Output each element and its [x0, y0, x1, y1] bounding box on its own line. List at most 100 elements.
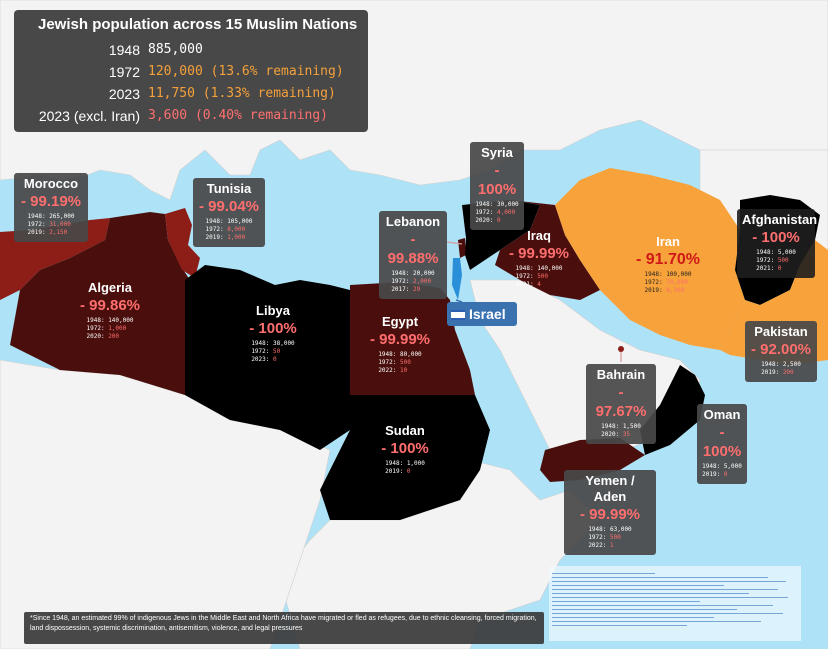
stat-year: 1948:	[761, 361, 783, 368]
stat-value: 29	[413, 286, 421, 293]
stat-line: 1972: 1,000	[87, 325, 134, 333]
summary-row: 2023 (excl. Iran) 3,600 (0.40% remaining)	[24, 105, 358, 127]
country-label-iran: Iran - 91.70% 1948: 100,000 1972: 70,000 2…	[628, 234, 708, 297]
country-name: Afghanistan	[742, 212, 818, 227]
country-name: Tunisia	[206, 181, 252, 196]
stat-value: 500	[537, 273, 549, 280]
stat-year: 2019:	[644, 287, 667, 294]
stat-value: 4,000	[497, 209, 516, 216]
tunisia-shape	[165, 208, 200, 278]
stat-line: 2019: 8,300	[645, 287, 692, 295]
country-pct: - 99.88%	[387, 231, 439, 267]
stat-line: 1972: 4,000	[475, 209, 518, 217]
stat-year: 2017:	[391, 286, 413, 293]
stat-value: 0	[406, 468, 411, 475]
stat-value: 0	[497, 217, 501, 224]
country-name: Libya	[256, 303, 290, 318]
country-pct: - 99.86%	[79, 297, 141, 314]
country-label-bahrain: Bahrain - 97.67% 1948: 1,500 2020: 35	[586, 364, 656, 444]
stat-year: 2022:	[588, 542, 610, 549]
summary-panel: Jewish population across 15 Muslim Natio…	[14, 10, 368, 132]
stat-line: 2019: 2,150	[28, 229, 75, 237]
stat-line: 2021: 0	[756, 265, 796, 273]
stat-line: 2022: 10	[378, 367, 421, 375]
country-stats: 1948: 5,000 2019: 0	[702, 463, 742, 479]
country-name: Algeria	[87, 280, 133, 295]
israel-flag-icon	[451, 310, 465, 321]
footnote: *Since 1948, an estimated 99% of indigen…	[24, 612, 544, 644]
stat-line: 2020: 35	[601, 431, 641, 439]
country-pct: - 99.04%	[198, 198, 260, 215]
stat-value: 1,000	[406, 460, 425, 467]
country-label-syria: Syria - 100% 1948: 30,000 1972: 4,000 2020…	[470, 142, 524, 230]
country-label-lebanon: Lebanon - 99.88% 1948: 20,000 1972: 2,000…	[379, 211, 447, 299]
stat-year: 1972:	[86, 325, 109, 332]
country-stats: 1948: 80,000 1972: 500 2022: 10	[378, 351, 421, 375]
country-pct: - 97.67%	[595, 384, 647, 420]
stat-value: 0	[777, 265, 782, 272]
stat-line: 2019: 0	[385, 468, 425, 476]
country-pct: - 91.70%	[635, 251, 701, 268]
stat-value: 4	[537, 281, 541, 288]
stat-line: 1948: 5,000	[702, 463, 742, 471]
stat-value: 2,500	[782, 361, 801, 368]
country-pct: - 99.19%	[20, 193, 82, 210]
stat-line: 1948: 63,000	[588, 526, 631, 534]
stat-value: 30,000	[497, 201, 519, 208]
stat-line: 1948: 80,000	[378, 351, 421, 359]
summary-value: 3,600 (0.40% remaining)	[148, 108, 329, 123]
stat-year: 2023:	[251, 356, 273, 363]
stat-line: 1972: 500	[378, 359, 421, 367]
stat-year: 1972:	[475, 209, 497, 216]
country-name: Lebanon	[385, 214, 441, 229]
stat-value: 100,000	[666, 271, 692, 278]
stat-value: 500	[777, 257, 789, 264]
stat-year: 1972:	[391, 278, 413, 285]
stat-line: 1948: 265,000	[28, 213, 75, 221]
stat-value: 70,000	[666, 279, 688, 286]
summary-year: 1948	[108, 42, 140, 58]
country-label-algeria: Algeria - 99.86% 1948: 140,000 1972: 1,00…	[70, 280, 150, 343]
stat-year: 2020:	[475, 217, 497, 224]
country-stats: 1948: 100,000 1972: 70,000 2019: 8,300	[645, 271, 692, 295]
stat-year: 1948:	[251, 340, 273, 347]
country-stats: 1948: 5,000 1972: 500 2021: 0	[756, 249, 796, 273]
stat-line: 1972: 500	[516, 273, 563, 281]
stat-value: 140,000	[108, 317, 134, 324]
oman-shape	[640, 365, 705, 455]
stat-line: 1972: 500	[588, 534, 631, 542]
stat-line: 1972: 50	[251, 348, 294, 356]
country-label-yemen: Yemen / Aden - 99.99% 1948: 63,000 1972: …	[564, 470, 656, 555]
stat-year: 2022:	[378, 367, 400, 374]
stat-value: 2,000	[413, 278, 432, 285]
summary-value: 11,750 (1.33% remaining)	[148, 86, 336, 101]
stat-line: 2017: 29	[391, 286, 434, 294]
stat-value: 5,000	[723, 463, 742, 470]
country-pct: - 100%	[477, 162, 517, 198]
stat-value: 500	[610, 534, 621, 541]
country-label-iraq: Iraq - 99.99% 1948: 140,000 1972: 500 2021…	[504, 228, 574, 291]
country-stats: 1948: 38,000 1972: 50 2023: 0	[251, 340, 294, 364]
stat-year: 1972:	[205, 226, 228, 233]
stat-line: 2019: 200	[761, 369, 801, 377]
stat-year: 1948:	[391, 270, 413, 277]
israel-connector	[455, 299, 463, 303]
israel-label: Israel	[447, 302, 517, 326]
summary-row: 1948 885,000	[24, 39, 358, 61]
country-pct: - 99.99%	[369, 331, 431, 348]
stat-year: 2020:	[86, 333, 109, 340]
stat-value: 50	[273, 348, 281, 355]
stat-value: 1,000	[108, 325, 127, 332]
stat-year: 1948:	[475, 201, 497, 208]
sudan-shape	[320, 395, 490, 520]
stat-line: 1948: 5,000	[756, 249, 796, 257]
country-name: Iran	[656, 234, 680, 249]
country-label-libya: Libya - 100% 1948: 38,000 1972: 50 2023: 0	[238, 303, 308, 366]
stat-line: 1948: 30,000	[475, 201, 518, 209]
stat-value: 10	[400, 367, 408, 374]
country-label-morocco: Morocco - 99.19% 1948: 265,000 1972: 31,0…	[14, 173, 88, 242]
stat-line: 1948: 38,000	[251, 340, 294, 348]
stat-year: 1948:	[205, 218, 228, 225]
stat-line: 1972: 500	[756, 257, 796, 265]
